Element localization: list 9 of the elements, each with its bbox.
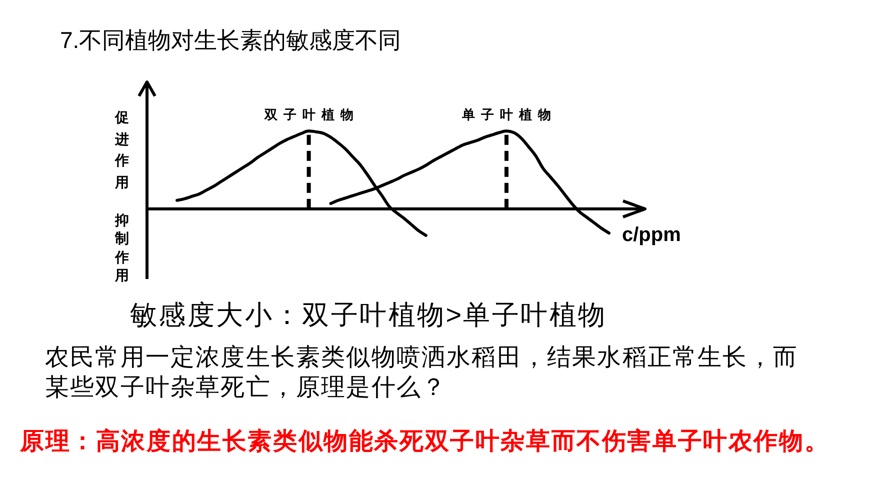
text: 农民常用一定浓度生长素类似物喷洒水稻田，结果水稻正常生长，而某些双子叶杂草死亡，原理是什么？ [45, 343, 799, 403]
text: 抑制作用 [115, 211, 129, 284]
series-label: 双子叶植物 [263, 107, 360, 122]
chart-title: 7.不同植物对生长素的敏感度不同 [60, 26, 402, 54]
text: 敏感度大小：双子叶植物>单子叶植物 [130, 299, 607, 332]
y-axis-title: 促进作用 [115, 108, 129, 192]
x-axis-title: c/ppm [622, 223, 681, 247]
series-label: 单子叶植物 [460, 107, 557, 122]
text: 原理：高浓度的生长素类似物能杀死双子叶杂草而不伤害单子叶农作物。 [20, 427, 830, 457]
